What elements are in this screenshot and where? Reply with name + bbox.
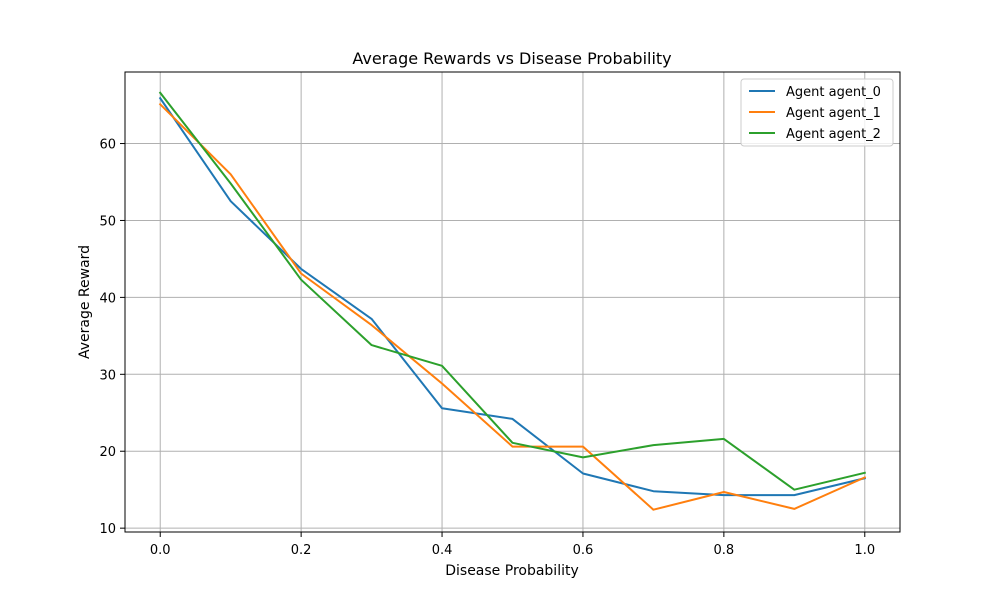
legend-label-agent-1: Agent agent_1	[786, 106, 881, 121]
legend-label-agent-0: Agent agent_0	[786, 85, 881, 100]
x-tick-label: 1.0	[854, 543, 875, 558]
legend-box	[740, 78, 894, 147]
series-lines	[158, 91, 867, 511]
x-tick-label: 0.4	[432, 543, 453, 558]
x-tick-label: 0.8	[714, 543, 735, 558]
y-axis-label: Average Reward	[77, 245, 93, 359]
legend: Agent agent_0 Agent agent_1 Agent agent_…	[740, 78, 894, 147]
grid	[125, 72, 900, 532]
x-tick-label: 0.6	[573, 543, 594, 558]
x-axis: 0.0 0.2 0.4 0.6 0.8 1.0	[150, 532, 875, 558]
y-axis: 10 20 30 40 50 60	[99, 138, 125, 537]
legend-label-agent-2: Agent agent_2	[786, 127, 881, 142]
series-line-agent-0	[158, 96, 867, 497]
x-tick-label: 0.2	[291, 543, 312, 558]
y-tick-label: 40	[99, 291, 116, 306]
y-tick-label: 20	[99, 445, 116, 460]
y-tick-label: 30	[99, 368, 116, 383]
x-axis-label: Disease Probability	[445, 563, 579, 579]
chart-title: Average Rewards vs Disease Probability	[352, 49, 671, 68]
y-tick-label: 10	[99, 522, 116, 537]
plot-frame	[124, 71, 901, 533]
series-line-agent-1	[158, 102, 867, 511]
x-tick-label: 0.0	[150, 543, 171, 558]
y-tick-label: 50	[99, 214, 116, 229]
y-tick-label: 60	[99, 138, 116, 153]
series-line-agent-2	[158, 91, 867, 491]
